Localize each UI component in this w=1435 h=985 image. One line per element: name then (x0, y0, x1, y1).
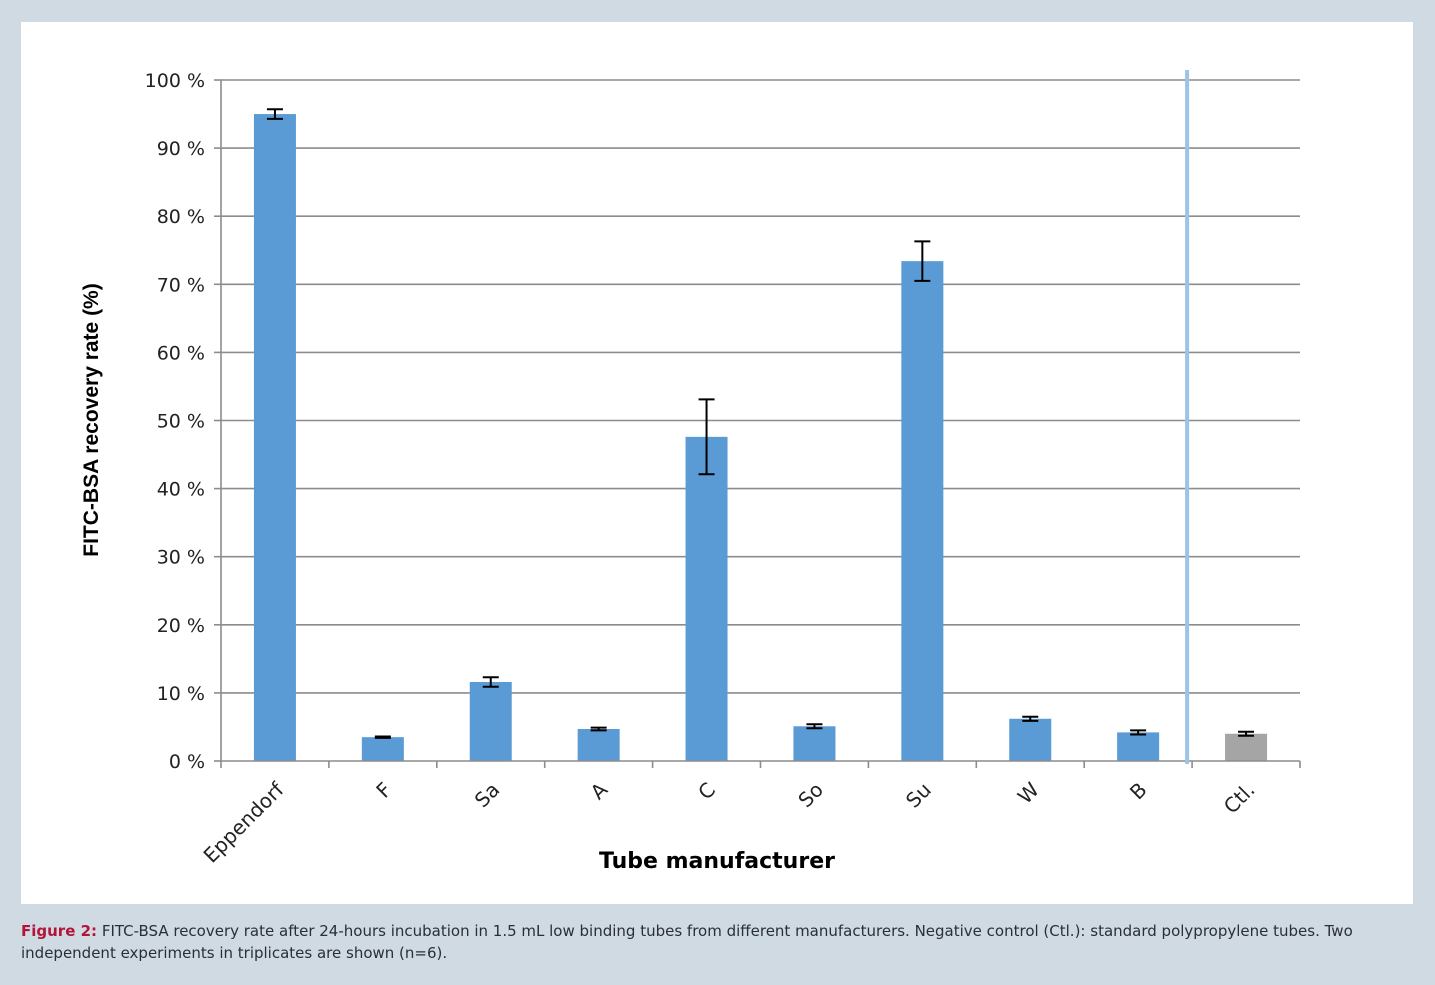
x-tick-label: Eppendorf (199, 777, 290, 868)
figure-caption: Figure 2: FITC-BSA recovery rate after 2… (21, 920, 1416, 964)
error-bars (266, 108, 1255, 739)
y-tick-label: 50 % (157, 411, 205, 433)
y-tick-label: 40 % (157, 479, 205, 501)
y-axis-ticks: 0 % 10 % 20 % 30 % 40 % 50 % 60 % 70 % 80 % 90 % 1… (145, 70, 221, 773)
bar (1009, 718, 1052, 761)
x-tick-label: W (1013, 777, 1044, 808)
bars (253, 114, 1268, 762)
bar (685, 436, 728, 761)
bar (361, 737, 404, 761)
y-tick-label: 30 % (157, 547, 205, 569)
caption-text: FITC-BSA recovery rate after 24-hours in… (21, 922, 1353, 962)
x-tick-label: Sa (470, 778, 505, 813)
y-tick-label: 10 % (157, 683, 205, 705)
bar (793, 726, 836, 761)
x-axis (220, 80, 1301, 768)
bar (253, 114, 296, 762)
gridlines (221, 79, 1300, 694)
y-axis-title: FITC-BSA recovery rate (%) (80, 283, 103, 556)
y-tick-label: 70 % (157, 274, 205, 296)
x-tick-label: Su (901, 778, 936, 813)
bar (1117, 732, 1160, 761)
y-tick-label: 20 % (157, 615, 205, 637)
x-tick-label: Ctl. (1219, 778, 1260, 819)
x-tick-label: So (793, 778, 828, 813)
y-tick-label: 60 % (157, 342, 205, 364)
x-tick-label: A (586, 777, 613, 804)
y-tick-label: 0 % (169, 751, 205, 773)
y-tick-label: 100 % (145, 70, 205, 92)
bar (1225, 733, 1268, 761)
x-axis-title: Tube manufacturer (599, 849, 835, 874)
x-tick-label: C (693, 778, 720, 805)
bar (901, 261, 944, 761)
y-tick-label: 80 % (157, 206, 205, 228)
bar (469, 682, 512, 761)
bar (577, 728, 620, 761)
x-tick-label: F (371, 778, 396, 803)
x-tick-label: B (1125, 778, 1152, 805)
caption-label: Figure 2: (21, 922, 98, 940)
y-tick-label: 90 % (157, 138, 205, 160)
